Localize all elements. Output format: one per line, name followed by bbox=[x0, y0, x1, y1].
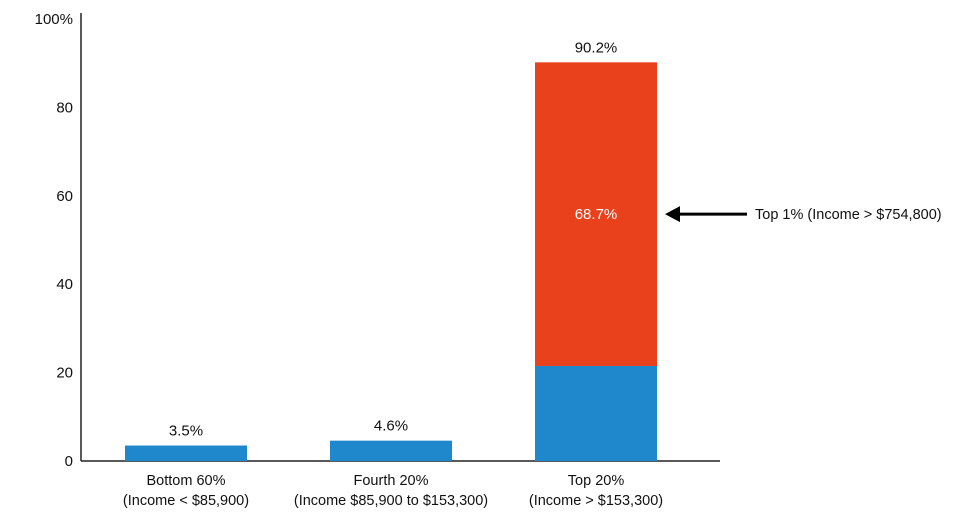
x-tick-label: (Income $85,900 to $153,300) bbox=[294, 493, 488, 509]
bar-value-label: 90.2% bbox=[575, 39, 618, 56]
bar-3-segment-1 bbox=[535, 365, 657, 461]
y-tick-label: 20 bbox=[56, 365, 73, 382]
x-tick-label: (Income < $85,900) bbox=[123, 493, 249, 509]
bars bbox=[125, 62, 657, 461]
y-tick-label: 40 bbox=[56, 276, 73, 293]
x-tick-label: Fourth 20% bbox=[354, 473, 429, 489]
data-labels: 3.5% 4.6% 90.2% 68.7% bbox=[169, 39, 617, 439]
y-tick-label: 100% bbox=[35, 11, 73, 28]
bar-1-segment-1 bbox=[125, 445, 247, 461]
annotation: Top 1% (Income > $754,800) bbox=[665, 206, 942, 223]
y-tick-label: 80 bbox=[56, 99, 73, 116]
x-tick-label: Top 20% bbox=[568, 473, 625, 489]
x-axis: Bottom 60% (Income < $85,900) Fourth 20% (I… bbox=[81, 460, 720, 509]
bar-value-label: 4.6% bbox=[374, 418, 408, 435]
bar-value-label: 3.5% bbox=[169, 423, 203, 440]
y-tick-label: 0 bbox=[65, 453, 73, 470]
x-tick-label: Bottom 60% bbox=[147, 473, 226, 489]
segment-value-label: 68.7% bbox=[575, 206, 618, 223]
y-axis: 0 20 40 60 80 100% bbox=[35, 11, 82, 470]
y-tick-label: 60 bbox=[56, 188, 73, 205]
bar-3-segment-2 bbox=[535, 62, 657, 366]
x-tick-label: (Income > $153,300) bbox=[529, 493, 663, 509]
annotation-label: Top 1% (Income > $754,800) bbox=[755, 207, 942, 223]
bar-2-segment-1 bbox=[330, 440, 452, 461]
annotation-arrow-head bbox=[665, 206, 680, 223]
